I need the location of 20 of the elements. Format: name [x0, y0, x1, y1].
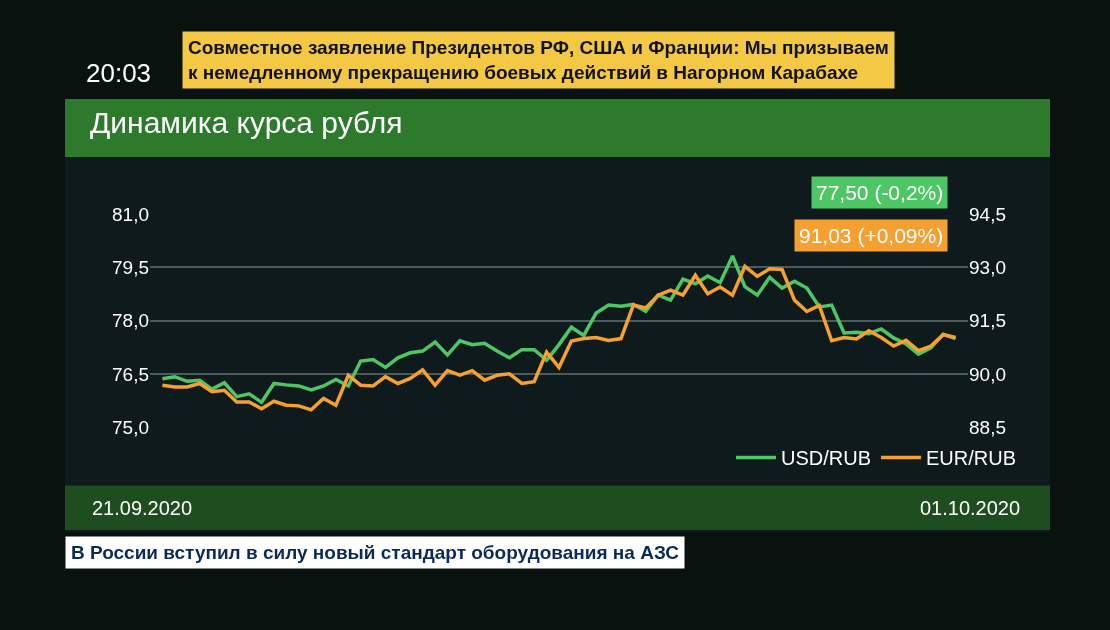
chart-title: Динамика курса рубля — [90, 105, 403, 139]
text: 21.09.2020 — [92, 497, 193, 519]
y2-tick-label: 94,5 — [969, 203, 1006, 225]
text: 01.10.2020 — [920, 497, 1021, 519]
text: 20:03 — [86, 58, 152, 88]
legend-label: EUR/RUB — [926, 447, 1017, 470]
y2-tick-label: 93,0 — [969, 257, 1006, 279]
y2-tick-label: 88,5 — [969, 417, 1006, 439]
y-tick-label: 81,0 — [112, 203, 149, 225]
y2-tick-label: 91,5 — [969, 310, 1006, 332]
text: В России вступил в силу новый стандарт оборудования на АЗС — [71, 542, 680, 563]
y-tick-label: 78,0 — [112, 310, 149, 332]
y-tick-label: 75,0 — [112, 417, 149, 439]
text: 77,50 (-0,2%) — [816, 181, 944, 204]
y-tick-label: 76,5 — [112, 363, 149, 385]
legend-label: USD/RUB — [781, 447, 872, 470]
text: Совместное заявление Президентов РФ, США и Франции: Мы призываем к немедленному прекращению боевых действий в Нагорном Карабахе — [188, 37, 889, 83]
y-tick-label: 79,5 — [112, 257, 149, 279]
y2-tick-label: 90,0 — [969, 363, 1006, 385]
annotation: 91,03 (+0,09%) — [799, 224, 944, 247]
